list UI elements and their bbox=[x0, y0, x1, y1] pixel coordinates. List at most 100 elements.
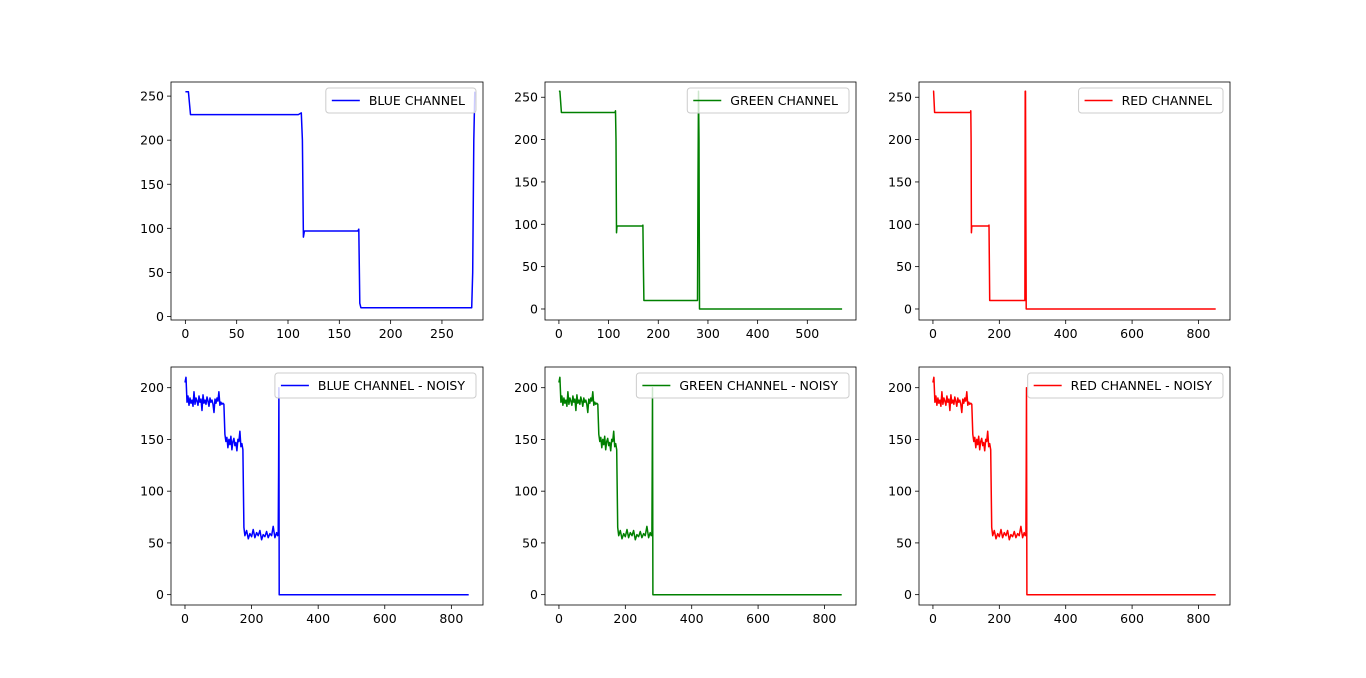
x-tick-label: 0 bbox=[555, 611, 563, 626]
y-tick-label: 250 bbox=[140, 89, 164, 104]
y-tick-label: 150 bbox=[140, 177, 164, 192]
x-tick-label: 0 bbox=[929, 326, 937, 341]
y-tick-label: 0 bbox=[156, 587, 164, 602]
x-tick-label: 100 bbox=[276, 326, 300, 341]
y-tick-label: 150 bbox=[888, 432, 912, 447]
legend: BLUE CHANNEL bbox=[325, 87, 477, 114]
x-tick-label: 400 bbox=[680, 611, 704, 626]
x-tick-label: 600 bbox=[373, 611, 397, 626]
y-tick-label: 100 bbox=[888, 484, 912, 499]
subplot-3: 0 200 400 600 800 0 50 100 150 200 250 RED CHANNEL bbox=[888, 81, 1231, 341]
legend-frame bbox=[1027, 372, 1224, 399]
series-line bbox=[184, 376, 469, 596]
y-tick-label: 0 bbox=[904, 587, 912, 602]
y-tick-label: 250 bbox=[514, 90, 538, 105]
series-line bbox=[932, 376, 1216, 596]
subplot-5: 0 200 400 600 800 0 50 100 150 200 GREEN CHANNEL -… bbox=[514, 366, 857, 626]
x-tick-label: 200 bbox=[987, 611, 1011, 626]
legend-label: GREEN CHANNEL bbox=[730, 93, 838, 108]
legend-label: GREEN CHANNEL - NOISY bbox=[679, 378, 838, 393]
x-tick-label: 400 bbox=[746, 326, 770, 341]
legend: BLUE CHANNEL - NOISY bbox=[274, 372, 477, 399]
legend-label: BLUE CHANNEL - NOISY bbox=[318, 378, 465, 393]
legend: GREEN CHANNEL bbox=[686, 87, 850, 114]
axes-frame bbox=[170, 81, 484, 321]
series-line bbox=[558, 376, 842, 596]
subplot-2: 0 100 200 300 400 500 0 50 100 150 200 250 GREEN CHA… bbox=[514, 81, 857, 341]
y-tick-label: 250 bbox=[888, 90, 912, 105]
y-tick-label: 200 bbox=[140, 133, 164, 148]
series-line bbox=[558, 90, 843, 310]
y-tick-label: 0 bbox=[530, 587, 538, 602]
axes-frame bbox=[918, 366, 1231, 606]
x-tick-label: 200 bbox=[379, 326, 403, 341]
x-tick-label: 200 bbox=[646, 326, 670, 341]
x-tick-label: 400 bbox=[1054, 326, 1078, 341]
x-tick-label: 600 bbox=[1120, 326, 1144, 341]
x-tick-label: 0 bbox=[929, 611, 937, 626]
legend: RED CHANNEL - NOISY bbox=[1027, 372, 1224, 399]
axes-frame bbox=[544, 366, 857, 606]
y-tick-label: 100 bbox=[140, 484, 164, 499]
x-tick-label: 800 bbox=[1187, 611, 1211, 626]
legend-frame bbox=[1078, 87, 1224, 114]
y-tick-label: 200 bbox=[140, 380, 164, 395]
y-tick-label: 50 bbox=[148, 535, 164, 550]
y-tick-label: 0 bbox=[904, 301, 912, 316]
y-tick-label: 100 bbox=[514, 484, 538, 499]
legend-label: BLUE CHANNEL bbox=[369, 93, 465, 108]
x-tick-label: 800 bbox=[1187, 326, 1211, 341]
y-tick-label: 100 bbox=[888, 217, 912, 232]
axes-frame bbox=[170, 366, 484, 606]
y-tick-label: 50 bbox=[148, 265, 164, 280]
legend-frame bbox=[635, 372, 850, 399]
y-tick-label: 150 bbox=[888, 174, 912, 189]
y-tick-label: 150 bbox=[140, 432, 164, 447]
x-tick-label: 800 bbox=[813, 611, 837, 626]
series-line bbox=[185, 90, 476, 309]
y-tick-label: 50 bbox=[522, 259, 538, 274]
x-tick-label: 800 bbox=[439, 611, 463, 626]
y-tick-label: 100 bbox=[140, 221, 164, 236]
legend-frame bbox=[325, 87, 477, 114]
y-tick-label: 0 bbox=[156, 309, 164, 324]
x-tick-label: 400 bbox=[306, 611, 330, 626]
legend-label: RED CHANNEL bbox=[1122, 93, 1212, 108]
x-tick-label: 500 bbox=[795, 326, 819, 341]
x-tick-label: 600 bbox=[746, 611, 770, 626]
x-tick-label: 100 bbox=[597, 326, 621, 341]
y-tick-label: 150 bbox=[514, 174, 538, 189]
y-tick-label: 50 bbox=[896, 535, 912, 550]
y-tick-label: 150 bbox=[514, 432, 538, 447]
y-tick-label: 200 bbox=[514, 380, 538, 395]
y-tick-label: 200 bbox=[888, 380, 912, 395]
y-tick-label: 0 bbox=[530, 301, 538, 316]
subplot-6: 0 200 400 600 800 0 50 100 150 200 RED CHANNEL - N… bbox=[888, 366, 1231, 626]
subplot-4: 0 200 400 600 800 0 50 100 150 200 BLUE CHANNEL - … bbox=[140, 366, 484, 626]
y-tick-label: 200 bbox=[888, 132, 912, 147]
y-tick-label: 50 bbox=[522, 535, 538, 550]
x-tick-label: 250 bbox=[430, 326, 454, 341]
x-tick-label: 150 bbox=[327, 326, 351, 341]
x-tick-label: 600 bbox=[1120, 611, 1144, 626]
legend: GREEN CHANNEL - NOISY bbox=[635, 372, 850, 399]
x-tick-label: 50 bbox=[229, 326, 245, 341]
x-tick-label: 400 bbox=[1054, 611, 1078, 626]
subplot-1: 0 50 100 150 200 250 0 50 100 150 200 250 BLUE CHANN… bbox=[140, 81, 484, 341]
series-line bbox=[932, 90, 1216, 310]
axes-frame bbox=[918, 81, 1231, 321]
x-tick-label: 0 bbox=[181, 326, 189, 341]
y-tick-label: 50 bbox=[896, 259, 912, 274]
x-tick-label: 0 bbox=[181, 611, 189, 626]
x-tick-label: 200 bbox=[613, 611, 637, 626]
x-tick-label: 200 bbox=[240, 611, 264, 626]
legend-frame bbox=[274, 372, 477, 399]
y-tick-label: 200 bbox=[514, 132, 538, 147]
y-tick-label: 100 bbox=[514, 217, 538, 232]
legend: RED CHANNEL bbox=[1078, 87, 1224, 114]
x-tick-label: 0 bbox=[555, 326, 563, 341]
x-tick-label: 300 bbox=[696, 326, 720, 341]
legend-frame bbox=[686, 87, 850, 114]
x-tick-label: 200 bbox=[987, 326, 1011, 341]
